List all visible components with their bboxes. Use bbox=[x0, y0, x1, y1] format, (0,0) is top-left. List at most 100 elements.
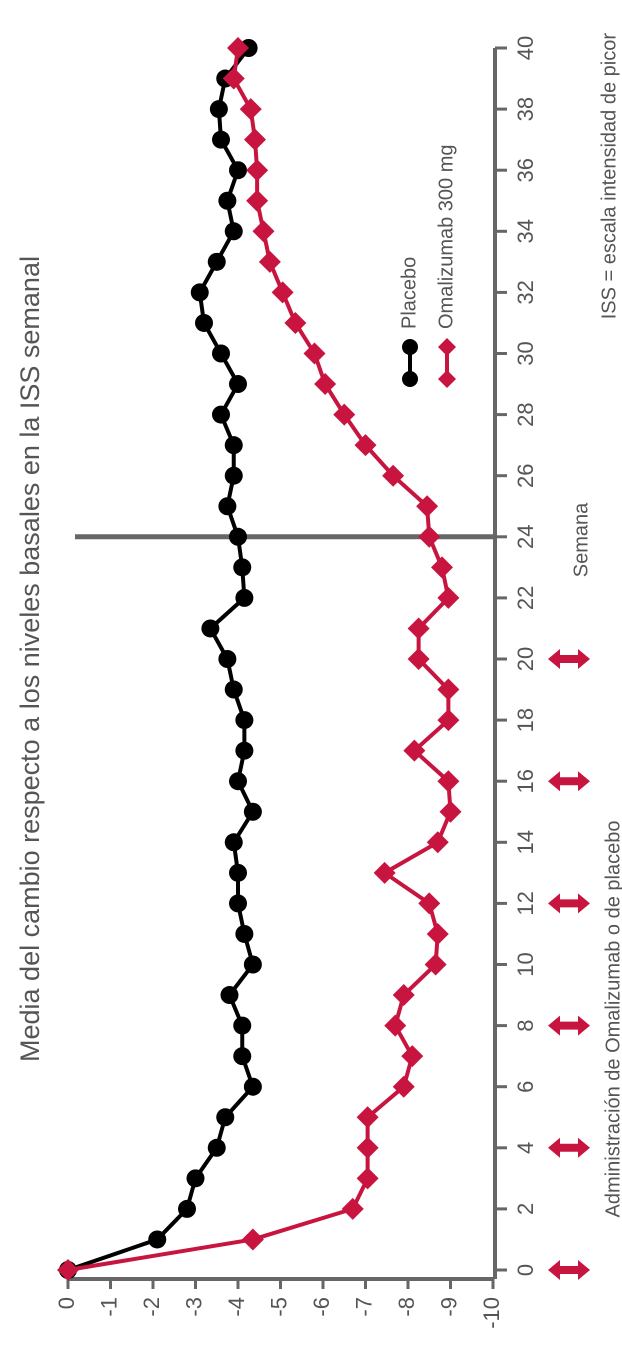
diamond-marker bbox=[418, 525, 441, 548]
diamond-marker bbox=[403, 739, 426, 762]
diamond-marker bbox=[407, 648, 430, 670]
circle-marker bbox=[212, 344, 230, 363]
dosing-arrow bbox=[548, 771, 590, 792]
x-tick-label: 4 bbox=[513, 1142, 538, 1154]
y-tick-label: -3 bbox=[181, 1297, 206, 1317]
circle-marker bbox=[207, 1138, 226, 1157]
circle-marker bbox=[212, 130, 230, 149]
diamond-marker bbox=[57, 1259, 79, 1281]
diamond-marker bbox=[354, 434, 377, 457]
diamond-marker bbox=[437, 678, 460, 701]
circle-marker bbox=[229, 161, 247, 180]
circle-marker bbox=[190, 283, 209, 302]
circle-marker bbox=[186, 1169, 205, 1188]
diamond-marker bbox=[439, 800, 462, 823]
legend-marker bbox=[438, 370, 456, 388]
diamond-marker bbox=[246, 189, 269, 212]
circle-marker bbox=[218, 191, 237, 210]
diamond-marker bbox=[356, 1167, 379, 1190]
x-tick-label: 2 bbox=[513, 1203, 538, 1215]
diamond-marker bbox=[356, 1136, 379, 1159]
circle-marker bbox=[195, 313, 213, 332]
diamond-marker bbox=[431, 556, 453, 579]
circle-marker bbox=[229, 527, 247, 546]
x-tick-label: 22 bbox=[513, 586, 538, 610]
diamond-marker bbox=[426, 922, 449, 945]
diamond-marker bbox=[418, 892, 441, 915]
legend-marker bbox=[438, 338, 456, 356]
circle-marker bbox=[233, 1047, 252, 1066]
diamond-marker bbox=[241, 1228, 264, 1251]
dosing-arrow bbox=[548, 649, 590, 669]
diamond-marker bbox=[437, 770, 460, 793]
y-tick-label: -1 bbox=[96, 1297, 121, 1317]
circle-marker bbox=[224, 680, 243, 699]
circle-marker bbox=[224, 466, 243, 485]
diamond-marker bbox=[303, 342, 326, 365]
circle-marker bbox=[229, 772, 247, 791]
diamond-marker bbox=[239, 98, 262, 121]
legend-label: Placebo bbox=[398, 257, 420, 329]
x-tick-label: 20 bbox=[513, 647, 538, 671]
diamond-marker bbox=[426, 831, 449, 854]
circle-marker bbox=[229, 894, 247, 913]
note: ISS = escala intensidad de picor bbox=[598, 33, 620, 320]
diamond-marker bbox=[222, 67, 245, 90]
circle-marker bbox=[178, 1199, 196, 1218]
y-tick-label: -8 bbox=[394, 1297, 419, 1317]
x-tick-label: 40 bbox=[513, 36, 538, 60]
x-tick-label: 6 bbox=[513, 1081, 538, 1093]
x-tick-label: 10 bbox=[513, 952, 538, 976]
y-tick-label: -4 bbox=[224, 1297, 249, 1317]
diamond-marker bbox=[407, 617, 430, 640]
x-tick-label: 16 bbox=[513, 769, 538, 793]
circle-marker bbox=[216, 1108, 235, 1127]
x-tick-label: 38 bbox=[513, 97, 538, 121]
legend-marker bbox=[402, 339, 418, 355]
diamond-marker bbox=[258, 250, 281, 273]
circle-marker bbox=[233, 558, 252, 577]
x-tick-label: 36 bbox=[513, 158, 538, 182]
diamond-marker bbox=[356, 1106, 379, 1129]
dosing-arrow bbox=[548, 1015, 590, 1036]
x-tick-label: 30 bbox=[513, 341, 538, 365]
diamond-marker bbox=[382, 464, 405, 487]
circle-marker bbox=[243, 955, 262, 974]
legend-label: Omalizumab 300 mg bbox=[435, 144, 457, 329]
y-tick-label: -2 bbox=[139, 1297, 164, 1317]
chart-title: Media del cambio respecto a los niveles … bbox=[15, 256, 45, 1062]
diamond-marker bbox=[373, 861, 396, 884]
dosing-arrow bbox=[548, 893, 590, 914]
diamond-marker bbox=[246, 159, 269, 182]
diamond-marker bbox=[227, 37, 249, 59]
circle-marker bbox=[235, 924, 254, 943]
circle-marker bbox=[243, 802, 262, 821]
x-tick-label: 12 bbox=[513, 891, 538, 915]
circle-marker bbox=[148, 1230, 167, 1249]
diamond-marker bbox=[333, 403, 356, 426]
circle-marker bbox=[201, 619, 220, 638]
x-tick-label: 0 bbox=[513, 1264, 538, 1276]
y-tick-label: 0 bbox=[54, 1297, 79, 1309]
circle-marker bbox=[229, 375, 247, 394]
circle-marker bbox=[224, 436, 243, 455]
diamond-marker bbox=[401, 1045, 424, 1068]
dosing-arrow bbox=[548, 1137, 590, 1158]
diamond-marker bbox=[252, 220, 275, 243]
circle-marker bbox=[233, 1016, 252, 1035]
circle-marker bbox=[229, 863, 247, 882]
x-tick-label: 24 bbox=[513, 525, 538, 549]
circle-marker bbox=[218, 650, 237, 668]
diamond-marker bbox=[284, 311, 307, 334]
y-tick-label: -5 bbox=[266, 1297, 291, 1317]
x-axis-label: Semana bbox=[570, 502, 592, 577]
diamond-marker bbox=[244, 128, 266, 151]
diamond-marker bbox=[424, 953, 447, 976]
diamond-marker bbox=[437, 586, 460, 609]
circle-marker bbox=[220, 986, 239, 1005]
y-tick-label: -6 bbox=[309, 1297, 334, 1317]
circle-marker bbox=[224, 833, 243, 852]
diamond-marker bbox=[437, 709, 460, 732]
diamond-marker bbox=[341, 1197, 364, 1220]
